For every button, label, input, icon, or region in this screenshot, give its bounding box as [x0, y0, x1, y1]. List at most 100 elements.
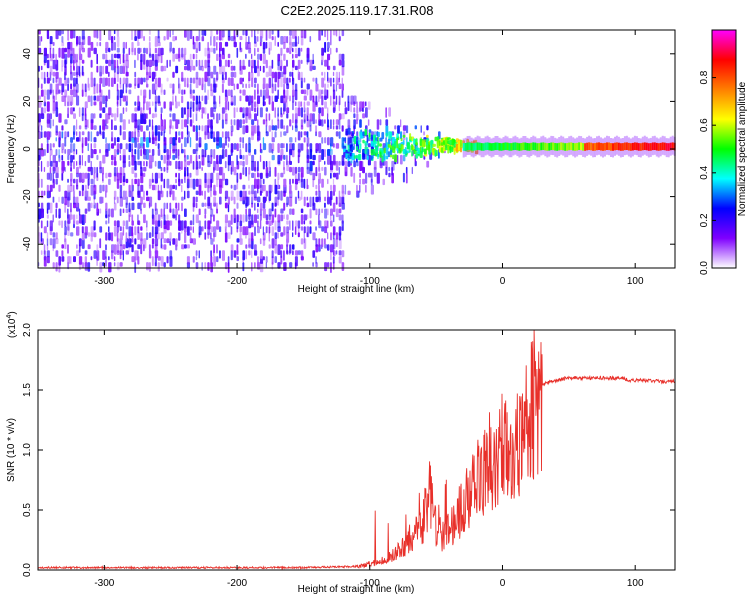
spectrogram-cell: [292, 220, 294, 231]
spectrogram-cell: [344, 184, 347, 195]
spectrogram-cell: [96, 154, 99, 160]
spectrogram-cell: [67, 47, 70, 58]
spectrogram-cell: [335, 238, 338, 248]
spectrogram-cell: [335, 208, 339, 218]
spectrogram-cell: [230, 244, 234, 252]
snr-background: [38, 330, 675, 570]
spectrogram-cell: [178, 232, 181, 241]
spectrogram-cell: [157, 262, 160, 272]
spectrogram-cell: [195, 95, 198, 105]
spectrogram-cell: [160, 83, 163, 93]
spectrogram-tone: [596, 142, 598, 151]
spectrogram-cell: [221, 131, 224, 138]
spectrogram-cell: [405, 125, 409, 134]
spectrogram-cell: [55, 172, 59, 179]
spectrogram-cell: [286, 125, 289, 134]
spectrogram-cell: [236, 154, 238, 166]
spectrogram-cell: [140, 196, 143, 205]
spectrogram-cell: [175, 172, 177, 178]
spectrogram-cell: [341, 125, 344, 132]
spectrogram-cell: [90, 149, 94, 159]
spectrogram-tone: [522, 142, 525, 151]
spectrogram-cell: [227, 202, 230, 213]
spectrogram-cell: [137, 119, 141, 131]
spectrogram-cell: [359, 119, 362, 128]
spectrogram-cell: [271, 238, 275, 249]
spectrogram-cell: [221, 47, 225, 55]
spectrogram-cell: [251, 30, 253, 38]
colorbar-tick-label: 0.0: [699, 261, 710, 275]
spectrogram-tone: [612, 143, 614, 151]
spectrogram-cell: [90, 113, 94, 124]
spectrogram-cell: [58, 77, 62, 86]
spectrogram-cell: [227, 256, 230, 267]
spectrogram-cell: [294, 65, 298, 71]
spectrogram-cell: [449, 139, 452, 146]
spectrogram-tone: [550, 142, 553, 151]
spectrogram-cell: [283, 36, 287, 44]
spectrogram-cell: [67, 178, 69, 183]
spectrogram-cell: [292, 178, 294, 184]
spectrogram-cell: [242, 226, 246, 236]
spectrogram-cell: [81, 41, 84, 49]
spectrogram-cell: [76, 77, 78, 85]
spectrogram-cell: [286, 226, 289, 234]
spectrogram-cell: [259, 53, 263, 61]
spectrogram-cell: [286, 196, 289, 206]
spectrogram-cell: [303, 95, 307, 101]
spectrogram-cell: [392, 154, 395, 160]
spectrogram-cell: [251, 59, 255, 69]
spectrogram-cell: [300, 214, 304, 225]
spectrogram-cell: [251, 101, 254, 112]
spectrogram-cell: [125, 101, 128, 106]
spectrogram-cell: [239, 36, 243, 41]
spectrogram-cell: [186, 59, 190, 71]
spectrogram-cell: [239, 214, 242, 221]
spectrogram-cell: [219, 137, 222, 148]
spectrogram-cell: [335, 160, 339, 171]
spectrogram-cell: [375, 137, 378, 141]
spectrogram-cell: [280, 119, 284, 129]
spectrogram-cell: [262, 226, 264, 236]
spectrogram-y-tick-label: 0: [22, 146, 33, 152]
spectrogram-cell: [254, 47, 256, 56]
spectrogram-cell: [119, 83, 122, 89]
spectrogram-cell: [52, 238, 56, 249]
spectrogram-cell: [169, 119, 172, 129]
spectrogram-cell: [271, 101, 274, 111]
spectrogram-cell: [140, 137, 144, 147]
spectrogram-cell: [224, 59, 228, 67]
spectrogram-cell: [105, 184, 108, 193]
spectrogram-cell: [230, 71, 234, 78]
spectrogram-cell: [61, 244, 64, 249]
spectrogram-cell: [245, 154, 249, 165]
spectrogram-cell: [280, 77, 283, 88]
spectrogram-cell: [265, 113, 268, 122]
spectrogram-cell: [119, 262, 123, 267]
spectrogram-cell: [163, 238, 167, 244]
spectrogram-cell: [254, 89, 256, 100]
spectrogram-cell: [160, 232, 164, 240]
spectrogram-cell: [195, 250, 198, 256]
spectrogram-cell: [189, 77, 193, 84]
spectrogram-tone: [637, 143, 640, 151]
spectrogram-cell: [49, 83, 53, 94]
spectrogram-cell: [125, 107, 128, 112]
spectrogram-cell: [137, 244, 141, 250]
spectrogram-cell: [300, 47, 303, 52]
spectrogram-cell: [303, 226, 306, 234]
spectrogram-cell: [119, 190, 122, 199]
spectrogram-cell: [271, 226, 274, 236]
spectrogram-cell: [49, 113, 52, 120]
spectrogram-cell: [184, 137, 187, 148]
spectrogram-cell: [262, 196, 266, 203]
spectrogram-cell: [257, 208, 259, 214]
spectrogram-cell: [280, 190, 283, 201]
spectrogram-cell: [303, 30, 307, 39]
spectrogram-cell: [81, 238, 85, 249]
spectrogram-cell: [160, 154, 163, 161]
spectrogram-cell: [227, 36, 231, 41]
spectrogram-cell: [195, 53, 198, 60]
spectrogram-cell: [251, 190, 255, 201]
spectrogram-cell: [96, 244, 99, 253]
